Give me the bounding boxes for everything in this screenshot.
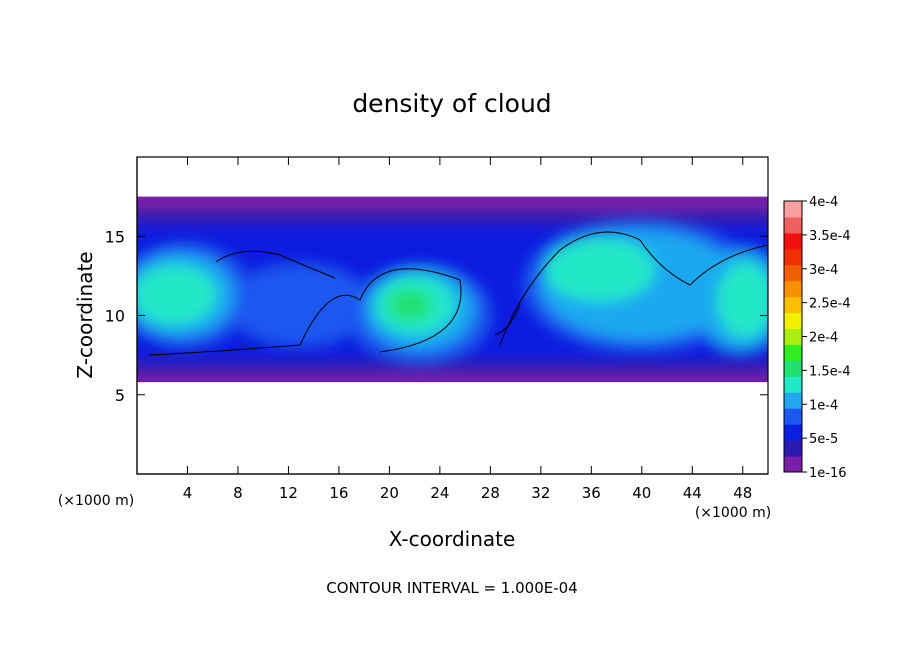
contour-interval-note: CONTOUR INTERVAL = 1.000E-04 xyxy=(326,579,577,597)
x-tick-label: 32 xyxy=(531,484,550,502)
colorbar-segment xyxy=(784,296,802,314)
y-tick-label: 10 xyxy=(105,307,125,326)
colorbar-tick-label: 3e-4 xyxy=(809,263,838,278)
x-unit-label-right: (×1000 m) xyxy=(695,505,771,521)
x-tick-label: 8 xyxy=(233,484,243,502)
colorbar-segment xyxy=(784,248,802,266)
colorbar-tick-label: 2e-4 xyxy=(809,331,838,346)
colorbar-segment xyxy=(784,312,802,330)
colorbar-tick-label: 1e-16 xyxy=(809,466,847,481)
y-ticks: 5 10 15 xyxy=(105,227,768,405)
colorbar-segment xyxy=(784,360,802,377)
x-tick-label: 40 xyxy=(632,484,651,502)
colorbar-tick-label: 2.5e-4 xyxy=(809,297,851,312)
colorbar-segment xyxy=(784,344,802,361)
x-tick-label: 44 xyxy=(683,484,702,502)
colorbar-segment xyxy=(784,201,802,218)
colorbar-tick-label: 1.5e-4 xyxy=(809,364,851,379)
y-tick-label: 5 xyxy=(115,386,125,405)
colorbar-segment xyxy=(784,424,802,441)
colorbar-tick-label: 1e-4 xyxy=(809,398,838,413)
x-tick-label: 20 xyxy=(380,484,399,502)
colorbar-segment xyxy=(784,408,802,425)
x-unit-label-left: (×1000 m) xyxy=(58,493,134,509)
y-tick-label: 15 xyxy=(105,227,125,246)
x-tick-label: 36 xyxy=(582,484,601,502)
colorbar-segment xyxy=(784,456,802,473)
chart-title: density of cloud xyxy=(352,89,551,118)
x-tick-label: 12 xyxy=(279,484,298,502)
x-tick-label: 16 xyxy=(329,484,348,502)
colorbar-tick-label: 5e-5 xyxy=(809,432,838,447)
colorbar-tick-label: 4e-4 xyxy=(809,195,838,210)
x-axis-label: X-coordinate xyxy=(389,527,516,551)
x-tick-label: 4 xyxy=(183,484,193,502)
colorbar-segment xyxy=(784,440,802,457)
cloud-field xyxy=(137,196,768,383)
colorbar-segment xyxy=(784,264,802,282)
x-tick-label: 48 xyxy=(733,484,752,502)
plot-area xyxy=(137,157,768,474)
x-tick-label: 28 xyxy=(481,484,500,502)
colorbar-segment xyxy=(784,392,802,409)
colorbar-segment xyxy=(784,216,802,234)
colorbar-segment xyxy=(784,328,802,345)
x-tick-label: 24 xyxy=(430,484,449,502)
plot-frame xyxy=(136,156,769,475)
x-ticks: 4 8 12 16 20 24 28 32 36 40 44 48 xyxy=(183,157,752,502)
colorbar: 1e-16 5e-5 1e-4 1.5e-4 2e-4 2.5e-4 3e-4 3.5e-4 4… xyxy=(783,195,851,481)
colorbar-segment xyxy=(784,376,802,393)
colorbar-segment xyxy=(784,232,802,250)
y-axis-label: Z-coordinate xyxy=(73,251,97,378)
colorbar-tick-label: 3.5e-4 xyxy=(809,229,851,244)
colorbar-segment xyxy=(784,280,802,298)
